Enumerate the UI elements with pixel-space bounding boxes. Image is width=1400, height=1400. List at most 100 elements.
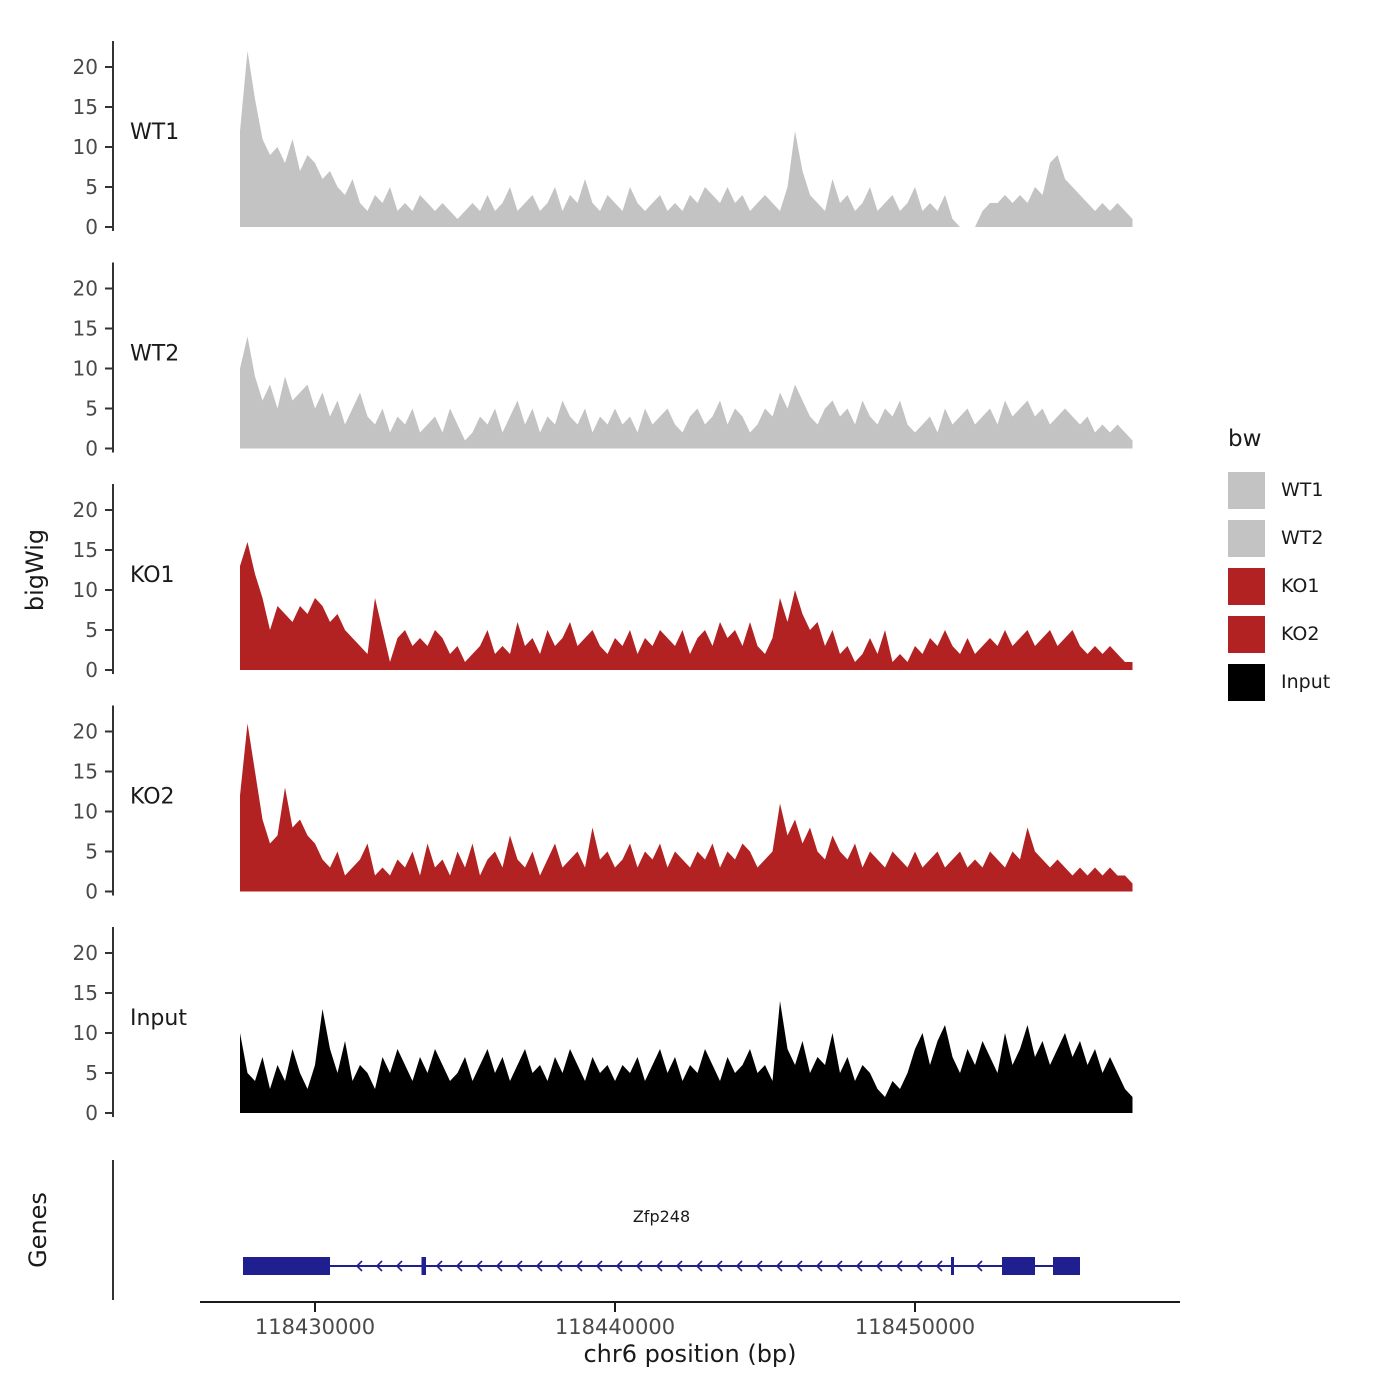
y-tick-label: 0	[85, 658, 98, 682]
y-tick-label: 10	[73, 135, 98, 159]
y-axis-title: bigWig	[21, 528, 49, 612]
gene-strand-arrow	[855, 1260, 863, 1272]
gene-strand-arrow	[615, 1260, 623, 1272]
track-panel-KO1: 0 5 10 15 20 KO1	[73, 484, 1133, 682]
y-tick-label: 10	[73, 578, 98, 602]
track-label-WT2: WT2	[130, 342, 179, 367]
y-tick-label: 15	[73, 538, 98, 562]
gene-strand-arrow	[435, 1260, 443, 1272]
y-tick-label: 0	[85, 880, 98, 904]
gene-strand-arrow	[715, 1260, 723, 1272]
track-label-WT1: WT1	[130, 120, 179, 145]
gene-strand-arrow	[395, 1260, 403, 1272]
legend-item-KO2: KO2	[1228, 610, 1330, 658]
gene-strand-arrow	[535, 1260, 543, 1272]
gene-strand-arrow	[695, 1260, 703, 1272]
gene-strand-arrow	[595, 1260, 603, 1272]
legend-swatch-KO1	[1228, 567, 1265, 605]
y-tick-label: 10	[73, 800, 98, 824]
y-tick-label: 5	[85, 1061, 98, 1085]
gene-strand-arrow	[635, 1260, 643, 1272]
y-tick-label: 5	[85, 175, 98, 199]
legend-item-Input: Input	[1228, 658, 1330, 706]
y-tick-label: 15	[73, 760, 98, 784]
y-tick-label: 20	[73, 941, 98, 965]
y-tick-label: 20	[73, 277, 98, 301]
gene-strand-arrow	[915, 1260, 923, 1272]
track-panel-WT2: 0 5 10 15 20 WT2	[73, 262, 1133, 461]
y-tick-label: 20	[73, 720, 98, 744]
y-tick-label: 15	[73, 317, 98, 341]
gene-strand-arrow	[515, 1260, 523, 1272]
x-tick-label: 118430000	[255, 1315, 375, 1339]
legend-swatch-KO2	[1228, 615, 1265, 653]
x-axis: 118430000 118440000 118450000	[200, 1301, 1180, 1339]
gene-strand-arrow	[475, 1260, 483, 1272]
y-tick-label: 15	[73, 95, 98, 119]
track-panel-Input: 0 5 10 15 20 Input	[73, 927, 1133, 1125]
legend-label: WT2	[1281, 527, 1324, 549]
gene-strand-arrow	[775, 1260, 783, 1272]
legend-swatch-WT1	[1228, 471, 1265, 509]
y-tick-label: 0	[85, 437, 98, 461]
gene-strand-arrow	[735, 1260, 743, 1272]
gene-exon	[951, 1257, 954, 1275]
gene-strand-arrow	[815, 1260, 823, 1272]
gene-strand-arrow	[355, 1260, 363, 1272]
gene-strand-arrow	[455, 1260, 463, 1272]
track-area-Input	[240, 1001, 1133, 1113]
gene-strand-arrow	[975, 1260, 983, 1272]
y-tick-label: 15	[73, 981, 98, 1005]
legend-items: WT1 WT2 KO1 KO2 Input	[1228, 466, 1330, 706]
legend-item-WT1: WT1	[1228, 466, 1330, 514]
y-tick-label: 5	[85, 618, 98, 642]
y-tick-label: 10	[73, 357, 98, 381]
legend-swatch-WT2	[1228, 519, 1265, 557]
y-tick-label: 0	[85, 215, 98, 239]
y-tick-label: 10	[73, 1021, 98, 1045]
track-area-KO2	[240, 723, 1133, 892]
track-panel-KO2: 0 5 10 15 20 KO2	[73, 705, 1133, 904]
legend-swatch-Input	[1228, 663, 1265, 701]
legend-label: KO1	[1281, 575, 1320, 597]
track-area-WT2	[240, 336, 1133, 449]
legend-label: Input	[1281, 671, 1331, 693]
y-tick-label: 5	[85, 397, 98, 421]
gene-exon	[1002, 1257, 1035, 1275]
gene-strand-arrow	[935, 1260, 943, 1272]
gene-strand-arrow	[755, 1260, 763, 1272]
x-axis-title: chr6 position (bp)	[583, 1340, 797, 1368]
gene-strand-arrow	[375, 1260, 383, 1272]
gene-strand-arrow	[895, 1260, 903, 1272]
y-tick-label: 0	[85, 1101, 98, 1125]
x-tick-label: 118440000	[555, 1315, 675, 1339]
gene-strand-arrow	[835, 1260, 843, 1272]
gene-strand-arrow	[555, 1260, 563, 1272]
gene-exon	[1053, 1257, 1080, 1275]
legend: bw WT1 WT2 KO1 KO2 Input	[1228, 426, 1330, 706]
gene-strand-arrow	[655, 1260, 663, 1272]
y-tick-label: 5	[85, 840, 98, 864]
gene-strand-arrow	[675, 1260, 683, 1272]
legend-label: KO2	[1281, 623, 1320, 645]
track-area-WT1	[240, 51, 1133, 227]
legend-title: bw	[1228, 426, 1262, 452]
y-tick-label: 20	[73, 498, 98, 522]
legend-item-WT2: WT2	[1228, 514, 1330, 562]
gene-strand-arrow	[495, 1260, 503, 1272]
gene-strand-arrow	[875, 1260, 883, 1272]
track-label-KO1: KO1	[130, 563, 175, 588]
gene-strand-arrow	[795, 1260, 803, 1272]
track-label-KO2: KO2	[130, 785, 175, 810]
y-tick-label: 20	[73, 55, 98, 79]
gene-strand-arrow	[575, 1260, 583, 1272]
genes-axis-title: Genes	[24, 1192, 52, 1268]
x-tick-label: 118450000	[855, 1315, 975, 1339]
track-label-Input: Input	[130, 1006, 187, 1031]
track-area-KO1	[240, 542, 1133, 670]
legend-item-KO1: KO1	[1228, 562, 1330, 610]
legend-label: WT1	[1281, 479, 1324, 501]
track-panel-WT1: 0 5 10 15 20 WT1	[73, 41, 1133, 239]
